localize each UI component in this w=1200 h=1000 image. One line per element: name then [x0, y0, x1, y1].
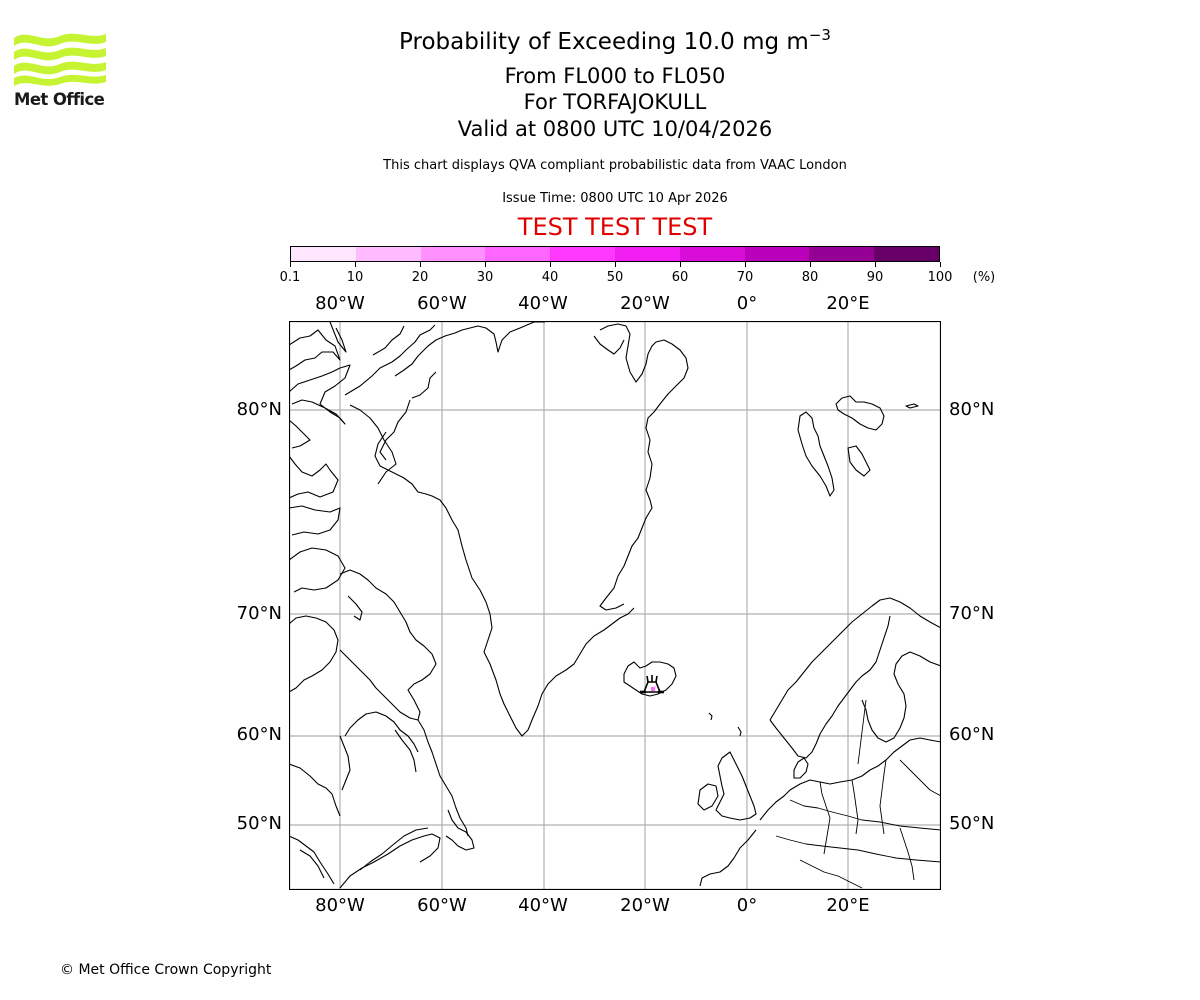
chart-title-text: Probability of Exceeding 10.0 mg m — [399, 29, 809, 55]
ash-probability-patch — [651, 687, 655, 691]
lat-label: 50°N — [949, 813, 995, 834]
lon-label: 80°W — [315, 895, 365, 916]
lon-label: 60°W — [417, 293, 467, 314]
map-canvas — [288, 320, 942, 891]
met-office-waves-icon — [14, 33, 106, 86]
colorbar-segment — [550, 247, 615, 261]
lat-label: 50°N — [236, 813, 282, 834]
colorbar-segment — [420, 247, 486, 261]
lon-label: 20°W — [620, 895, 670, 916]
graticule — [289, 321, 941, 890]
level-range: From FL000 to FL050 — [504, 64, 726, 88]
lat-label: 80°N — [236, 399, 282, 420]
lon-label: 80°W — [315, 293, 365, 314]
map-panel[interactable] — [288, 320, 942, 891]
colorbar-tick-label: 40 — [541, 270, 559, 285]
lon-label: 0° — [736, 895, 758, 916]
colorbar-segment — [874, 247, 939, 261]
issue-time: Issue Time: 0800 UTC 10 Apr 2026 — [502, 191, 728, 206]
colorbar-tick-label: 70 — [736, 270, 754, 285]
copyright-notice: © Met Office Crown Copyright — [60, 962, 272, 978]
colorbar-tick — [484, 262, 486, 267]
test-banner: TEST TEST TEST — [517, 213, 713, 241]
colorbar-segment — [355, 247, 421, 261]
lat-label: 70°N — [949, 603, 995, 624]
lat-label: 60°N — [236, 724, 282, 745]
met-office-logo: Met Office — [14, 30, 106, 112]
colorbar-tick-label: 10 — [346, 270, 364, 285]
lon-label: 60°W — [417, 895, 467, 916]
colorbar-tick — [419, 262, 421, 267]
chart-title-exponent: −3 — [808, 26, 831, 44]
colorbar-tick-label: 50 — [606, 270, 624, 285]
colorbar-unit: (%) — [972, 270, 996, 285]
colorbar-segment — [291, 247, 356, 261]
colorbar-tick — [939, 262, 941, 267]
lon-label: 20°E — [826, 293, 870, 314]
lon-label: 20°W — [620, 293, 670, 314]
chart-title: Probability of Exceeding 10.0 mg m−3 — [0, 26, 1200, 55]
colorbar-tick — [289, 262, 291, 267]
colorbar-segment — [809, 247, 875, 261]
colorbar-tick — [354, 262, 356, 267]
volcano-name: For TORFAJOKULL — [523, 90, 707, 114]
lat-label: 80°N — [949, 399, 995, 420]
colorbar-tick-label: 30 — [476, 270, 494, 285]
colorbar-tick-label: 20 — [411, 270, 429, 285]
data-source-note: This chart displays QVA compliant probab… — [383, 158, 847, 173]
lon-label: 40°W — [518, 293, 568, 314]
colorbar-tick — [744, 262, 746, 267]
colorbar-segment — [679, 247, 745, 261]
colorbar-tick — [874, 262, 876, 267]
colorbar-tick-label: 90 — [866, 270, 884, 285]
met-office-wordmark: Met Office — [14, 90, 105, 109]
probability-colorbar — [290, 246, 940, 262]
map-frame — [288, 320, 942, 891]
lat-label: 70°N — [236, 603, 282, 624]
lon-label: 40°W — [518, 895, 568, 916]
colorbar-tick-label: 100 — [927, 270, 953, 285]
lat-label: 60°N — [949, 724, 995, 745]
lon-label: 0° — [736, 293, 758, 314]
colorbar-tick-label: 0.1 — [279, 270, 301, 285]
colorbar-tick-label: 80 — [801, 270, 819, 285]
coastlines — [289, 321, 941, 889]
lon-label: 20°E — [826, 895, 870, 916]
colorbar-tick-label: 60 — [671, 270, 689, 285]
colorbar-tick — [549, 262, 551, 267]
colorbar-tick — [614, 262, 616, 267]
colorbar-segment — [485, 247, 551, 261]
valid-time: Valid at 0800 UTC 10/04/2026 — [457, 117, 773, 141]
colorbar-segment — [744, 247, 810, 261]
colorbar-tick — [679, 262, 681, 267]
colorbar-tick — [809, 262, 811, 267]
colorbar-segment — [614, 247, 680, 261]
